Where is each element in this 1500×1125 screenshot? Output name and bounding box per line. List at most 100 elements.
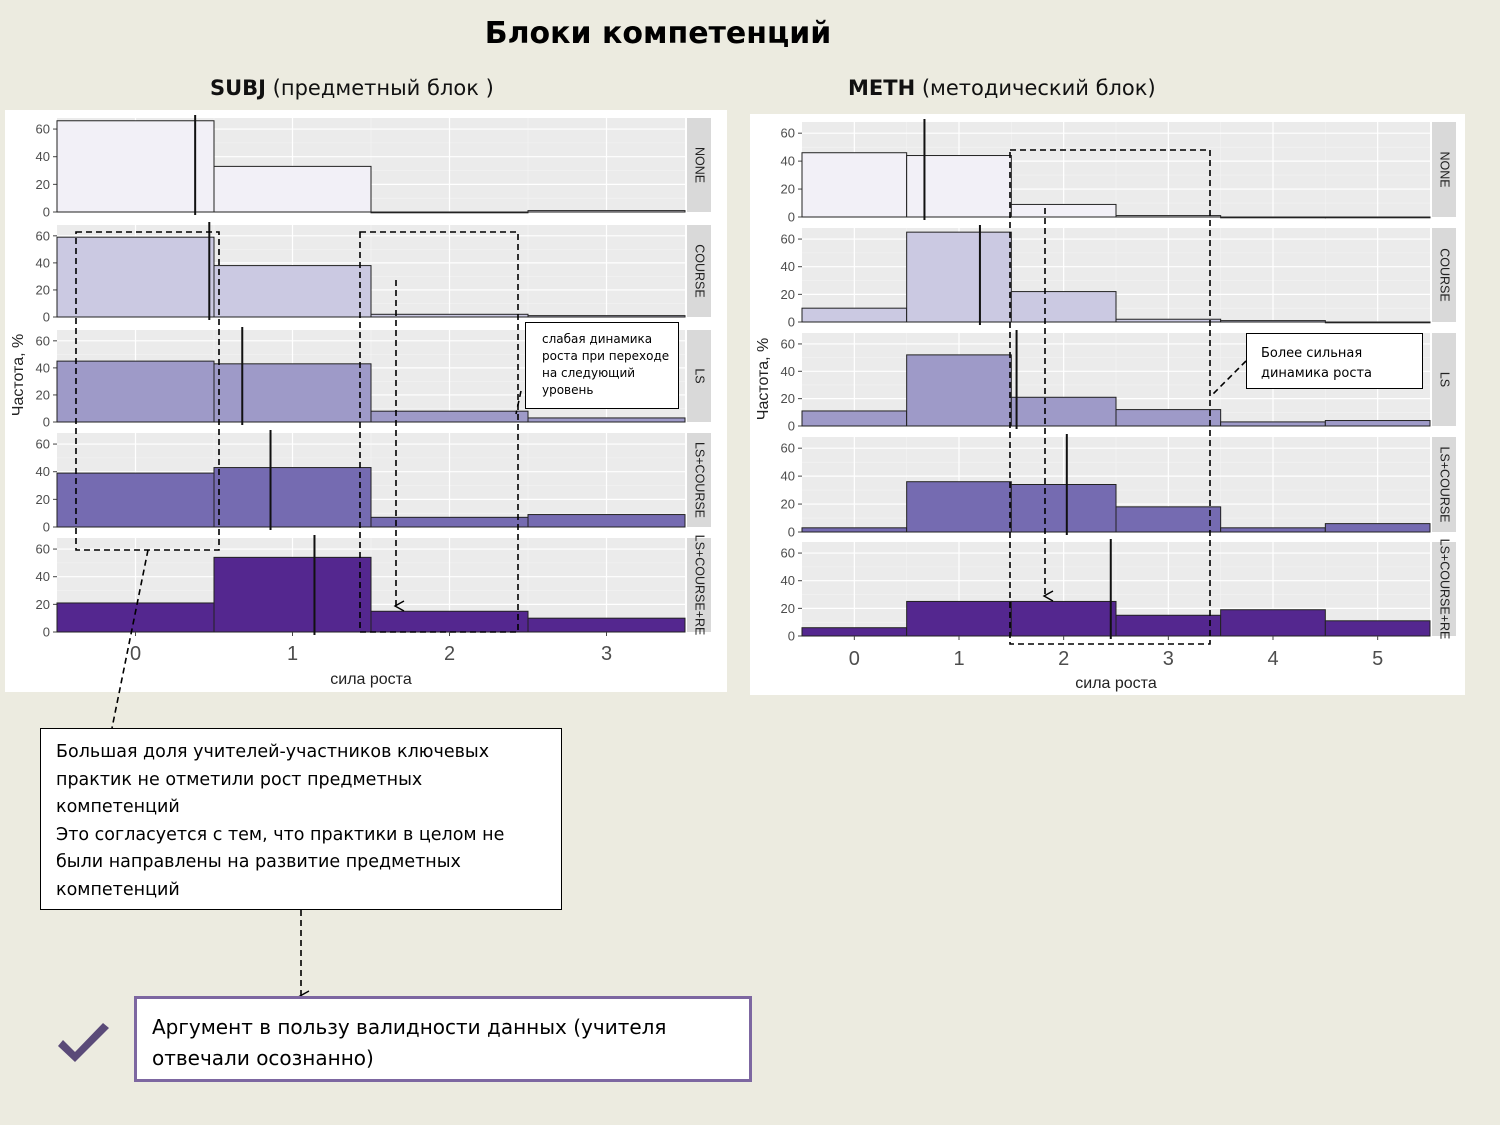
facet-strip xyxy=(1432,542,1456,636)
x-tick-label: 4 xyxy=(1267,648,1278,670)
y-tick-label: 20 xyxy=(36,492,50,507)
x-tick-label: 1 xyxy=(287,643,298,665)
bar xyxy=(213,467,372,528)
y-tick-label: 60 xyxy=(781,126,795,141)
bar xyxy=(56,472,215,528)
bar xyxy=(1010,484,1117,533)
y-tick-label: 60 xyxy=(781,232,795,247)
facet-strip xyxy=(1432,333,1456,426)
bar xyxy=(1220,609,1326,637)
y-tick-label: 60 xyxy=(36,122,50,137)
bar xyxy=(1010,600,1117,637)
y-tick-label: 0 xyxy=(43,625,50,640)
meth-callout: Более сильная динамика роста xyxy=(1246,333,1423,389)
bar xyxy=(1220,527,1326,533)
facet-none: 0 20 40 60 NONE xyxy=(781,119,1456,225)
facet-course: 0 20 40 60 COURSE xyxy=(781,225,1456,330)
facet-strip-label: LS+COURSE xyxy=(693,442,707,518)
main-note-line: Это согласуется с тем, что практики в це… xyxy=(56,824,505,900)
facet-strip-label: COURSE xyxy=(1438,248,1452,301)
meth-subtitle-text: (методический блок) xyxy=(915,76,1156,100)
facet-strip xyxy=(1432,437,1456,532)
y-tick-label: 0 xyxy=(788,419,795,434)
bar xyxy=(56,120,215,213)
bar xyxy=(1220,421,1326,427)
bar xyxy=(801,307,908,323)
y-tick-label: 40 xyxy=(781,364,795,379)
facet-ls-course-re: 0 20 40 60 LS+COURSE+RE xyxy=(36,535,711,640)
y-tick-label: 60 xyxy=(781,336,795,351)
subj-subtitle-code: SUBJ xyxy=(210,76,266,100)
subj-callout: слабая динамика роста при переходе на сл… xyxy=(525,322,679,409)
bar xyxy=(906,354,1012,427)
y-tick-label: 40 xyxy=(36,569,50,584)
bar xyxy=(370,410,529,423)
bar xyxy=(906,481,1012,533)
page-title: Блоки компетенций xyxy=(484,16,832,51)
y-tick-label: 40 xyxy=(781,259,795,274)
verdict-box: Аргумент в пользу валидности данных (учи… xyxy=(134,996,752,1082)
facet-strip-label: LS+COURSE+RE xyxy=(1438,539,1452,640)
facet-strip xyxy=(687,538,711,632)
facet-strip-label: LS xyxy=(1438,372,1452,387)
bar xyxy=(527,315,686,318)
x-tick-label: 1 xyxy=(953,648,964,670)
y-tick-label: 40 xyxy=(781,469,795,484)
facet-ls-course: 0 20 40 60 LS+COURSE xyxy=(781,434,1456,540)
y-tick-label: 0 xyxy=(43,310,50,325)
bar xyxy=(1010,396,1117,427)
subj-subtitle: SUBJ (предметный блок ) xyxy=(210,76,494,100)
facet-strip xyxy=(687,118,711,212)
bar xyxy=(1010,203,1117,218)
facet-strip-label: LS xyxy=(693,368,707,383)
bar xyxy=(370,313,529,318)
meth-chart-panel: 0 20 40 60 NONE 0 20 40 60 COURSE 0 20 40 60 LS 0 20 40 60… xyxy=(750,114,1465,695)
facet-ls-course: 0 20 40 60 LS+COURSE xyxy=(36,430,711,535)
y-tick-label: 60 xyxy=(36,333,50,348)
x-tick-label: 0 xyxy=(849,648,860,670)
x-tick-label: 0 xyxy=(130,643,141,665)
bar xyxy=(527,210,686,213)
bar xyxy=(1324,321,1431,324)
y-axis-label: Частота, % xyxy=(10,334,27,416)
x-axis-label: сила роста xyxy=(330,671,412,688)
y-tick-label: 40 xyxy=(36,360,50,375)
facet-strip-label: NONE xyxy=(693,147,707,183)
bar xyxy=(56,602,215,633)
meth-chart: 0204060NONE0204060COURSE0204060LS0204060… xyxy=(755,119,1456,692)
y-tick-label: 40 xyxy=(781,573,795,588)
bar xyxy=(213,556,372,633)
x-tick-label: 3 xyxy=(1163,648,1174,670)
y-tick-label: 20 xyxy=(781,287,795,302)
facet-strip-label: LS+COURSE xyxy=(1438,446,1452,522)
bar xyxy=(906,600,1012,637)
facet-course: 0 20 40 60 COURSE xyxy=(36,222,711,325)
bar xyxy=(1324,620,1431,637)
bar xyxy=(906,231,1012,323)
facet-none: 0 20 40 60 NONE xyxy=(36,115,711,220)
bar xyxy=(370,610,529,633)
bar xyxy=(1324,420,1431,427)
x-tick-label: 3 xyxy=(601,643,612,665)
subj-callout-text: слабая динамика роста при переходе на сл… xyxy=(542,332,670,397)
bar xyxy=(370,211,529,214)
check-icon xyxy=(58,1023,109,1062)
meth-subtitle: METH (методический блок) xyxy=(848,76,1156,100)
y-tick-label: 20 xyxy=(781,391,795,406)
bar xyxy=(1115,409,1222,427)
bar xyxy=(1115,318,1222,323)
bar xyxy=(801,410,908,427)
bar xyxy=(906,155,1012,218)
y-tick-label: 60 xyxy=(36,437,50,452)
facet-strip-label: LS+COURSE+RE xyxy=(693,535,707,636)
y-tick-label: 40 xyxy=(36,149,50,164)
bar xyxy=(801,152,908,218)
subj-subtitle-text: (предметный блок ) xyxy=(266,76,494,100)
bar xyxy=(1324,216,1431,219)
main-note-line: Большая доля учителей-участников ключевы… xyxy=(56,742,490,817)
y-tick-label: 40 xyxy=(781,154,795,169)
bar xyxy=(1220,216,1326,219)
y-tick-label: 20 xyxy=(781,601,795,616)
y-tick-label: 20 xyxy=(781,182,795,197)
x-tick-label: 2 xyxy=(1058,648,1069,670)
